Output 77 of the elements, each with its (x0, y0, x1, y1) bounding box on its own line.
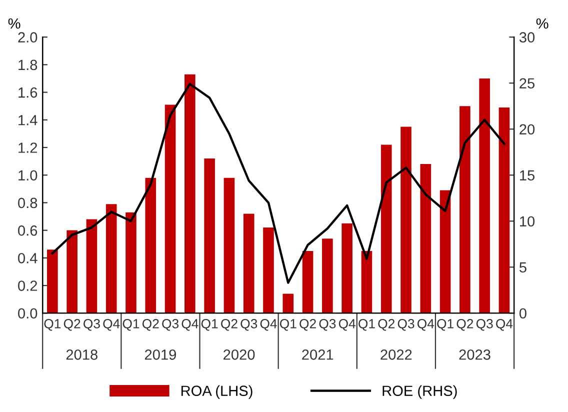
line-series (51, 82, 506, 284)
text: 2019 (144, 349, 176, 360)
x-tick-label: Q3 (398, 319, 414, 331)
bar (440, 190, 451, 314)
bar (282, 294, 294, 314)
x-tick-label: Q4 (338, 319, 356, 331)
y-tick-label: 1.4 (18, 115, 38, 126)
bar (498, 107, 510, 314)
text: 2022 (380, 349, 412, 360)
x-tick-label: Q3 (162, 319, 179, 331)
x-tick-label: Q2 (142, 319, 159, 331)
y2-tick-label: 15 (520, 170, 535, 181)
y2-tick-label: 25 (520, 78, 535, 89)
x-tick-label: Q4 (260, 319, 277, 331)
x-tick-label: Q2 (221, 319, 238, 331)
y-tick-label: 0.4 (18, 253, 38, 264)
x-tick-label: Q4 (182, 319, 198, 331)
y-tick-label: 1.6 (18, 87, 38, 98)
text: 2018 (66, 349, 98, 360)
y-tick-label: 0.2 (18, 280, 38, 291)
x-tick-label: Q3 (476, 319, 493, 331)
x-tick-label: Q4 (417, 319, 434, 331)
x-tick-label: Q1 (358, 319, 375, 331)
legend-label: ROA (LHS) (181, 385, 252, 399)
bar (400, 126, 412, 314)
bar (184, 74, 196, 314)
y2-tick-label: 20 (520, 124, 535, 135)
x-tick-label: Q4 (496, 319, 513, 331)
legend-label: ROE (RHS) (382, 385, 457, 399)
y2-tick-label: 30 (519, 32, 535, 43)
bar (126, 212, 136, 314)
bar (47, 250, 58, 314)
x-tick-label: Q1 (280, 319, 296, 331)
bar (361, 251, 372, 314)
x-tick-label: Q2 (300, 319, 316, 331)
bar (66, 230, 78, 314)
bar (263, 228, 274, 314)
bar (224, 178, 235, 314)
bar (322, 238, 333, 314)
x-tick-label: Q1 (201, 319, 218, 331)
y-tick-label: 1.8 (18, 60, 38, 70)
x-tick-label: Q3 (319, 319, 336, 331)
x-tick-label: Q3 (240, 319, 258, 331)
y-tick-label: 2.0 (18, 32, 38, 43)
x-tick-label: Q1 (44, 319, 61, 331)
x-tick-label: Q1 (122, 319, 140, 331)
bar (479, 78, 490, 314)
text: 2023 (459, 349, 490, 360)
y2-tick-label: 10 (520, 216, 535, 227)
bar (420, 164, 432, 314)
y-tick-label: 0.0 (18, 308, 38, 319)
x-tick-label: Q2 (456, 319, 474, 331)
bar (145, 178, 156, 314)
y2-tick-label: 5 (519, 262, 526, 273)
y-tick-label: 0.6 (18, 225, 38, 236)
bar (302, 251, 314, 314)
bar (342, 223, 352, 314)
y-axis-title: % (8, 18, 20, 29)
text: 2021 (302, 349, 334, 360)
bar (106, 204, 117, 314)
y-tick-label: 1.0 (18, 170, 38, 181)
y2-axis-title: % (536, 18, 548, 29)
x-tick-label: Q2 (378, 319, 394, 331)
x-tick-label: Q3 (84, 319, 100, 331)
bar (204, 158, 215, 314)
x-tick-label: Q4 (103, 319, 120, 331)
bar (380, 144, 392, 314)
y-tick-label: 0.8 (18, 198, 38, 208)
bar (86, 219, 98, 314)
text: 2020 (224, 349, 255, 360)
x-tick-label: Q1 (437, 319, 454, 331)
x-tick-label: Q2 (64, 319, 80, 331)
y-tick-label: 1.2 (18, 142, 38, 153)
bar (243, 214, 254, 314)
y2-tick-label: 0 (519, 308, 526, 319)
bar (164, 104, 176, 314)
bar (460, 106, 470, 314)
